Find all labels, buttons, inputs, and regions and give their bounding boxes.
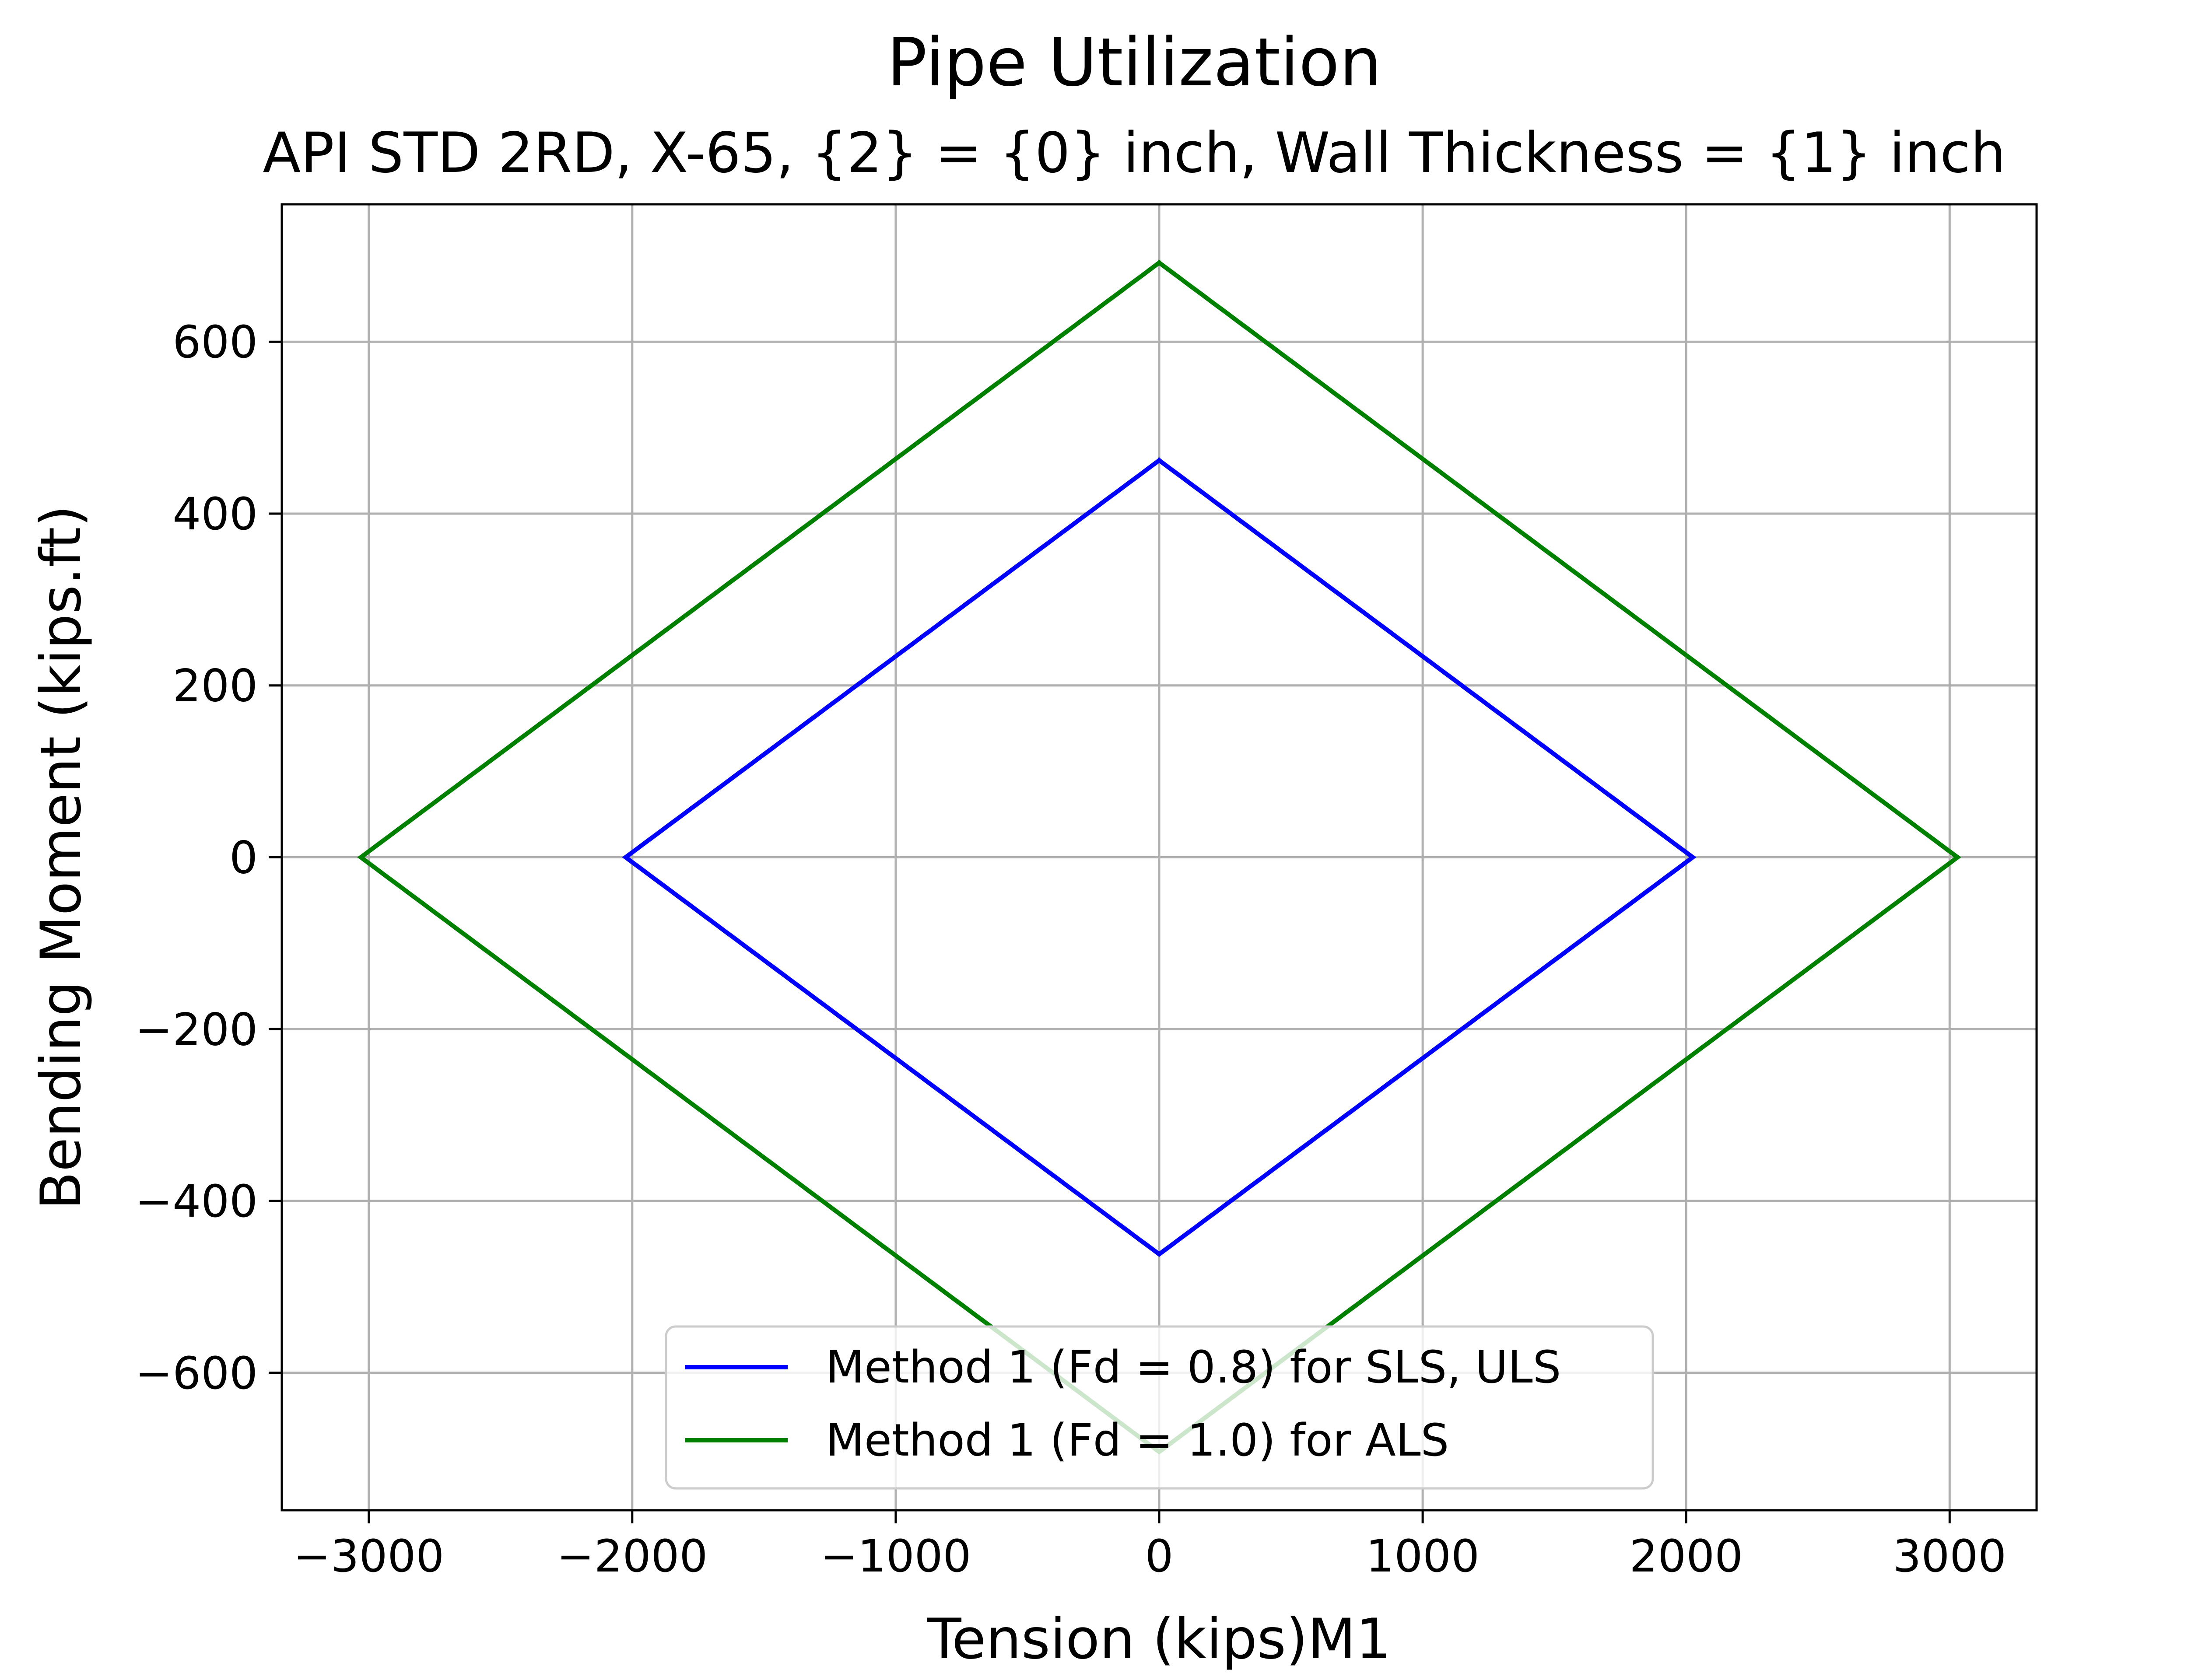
x-tick-label: −3000 <box>293 1530 444 1582</box>
legend: Method 1 (Fd = 0.8) for SLS, ULS Method … <box>665 1325 1654 1490</box>
chart-title: Pipe Utilization <box>887 24 1382 101</box>
y-tick-label: 600 <box>172 316 258 368</box>
chart-subtitle: API STD 2RD, X-65, {2} = {0} inch, Wall … <box>263 120 2006 185</box>
x-axis-label: Tension (kips)M1 <box>927 1606 1391 1671</box>
legend-box <box>665 1325 1654 1490</box>
y-tick-label: 200 <box>172 660 258 712</box>
y-tick-label: 0 <box>229 832 258 884</box>
grid <box>282 204 2037 1510</box>
x-axis-ticks: −3000 −2000 −1000 0 1000 2000 3000 <box>293 1510 2006 1582</box>
y-tick-label: −600 <box>135 1348 258 1400</box>
x-tick-label: −1000 <box>820 1530 971 1582</box>
y-tick-label: −200 <box>135 1004 258 1056</box>
x-tick-label: −2000 <box>557 1530 708 1582</box>
x-tick-label: 0 <box>1145 1530 1174 1582</box>
x-tick-label: 2000 <box>1629 1530 1743 1582</box>
series-line-sls-uls <box>622 457 1697 1257</box>
y-tick-label: −400 <box>135 1176 258 1228</box>
legend-label-als: Method 1 (Fd = 1.0) for ALS <box>826 1414 1449 1466</box>
y-axis-ticks: 600 400 200 0 −200 −400 −600 <box>135 316 282 1400</box>
y-tick-label: 400 <box>172 488 258 540</box>
y-axis-label: Bending Moment (kips.ft) <box>28 505 93 1210</box>
plot-area: −3000 −2000 −1000 0 1000 2000 3000 6004002000−… <box>135 203 2038 1582</box>
legend-label-sls-uls: Method 1 (Fd = 0.8) for SLS, ULS <box>826 1341 1561 1393</box>
x-tick-label: 3000 <box>1893 1530 2007 1582</box>
x-tick-label: 1000 <box>1366 1530 1480 1582</box>
